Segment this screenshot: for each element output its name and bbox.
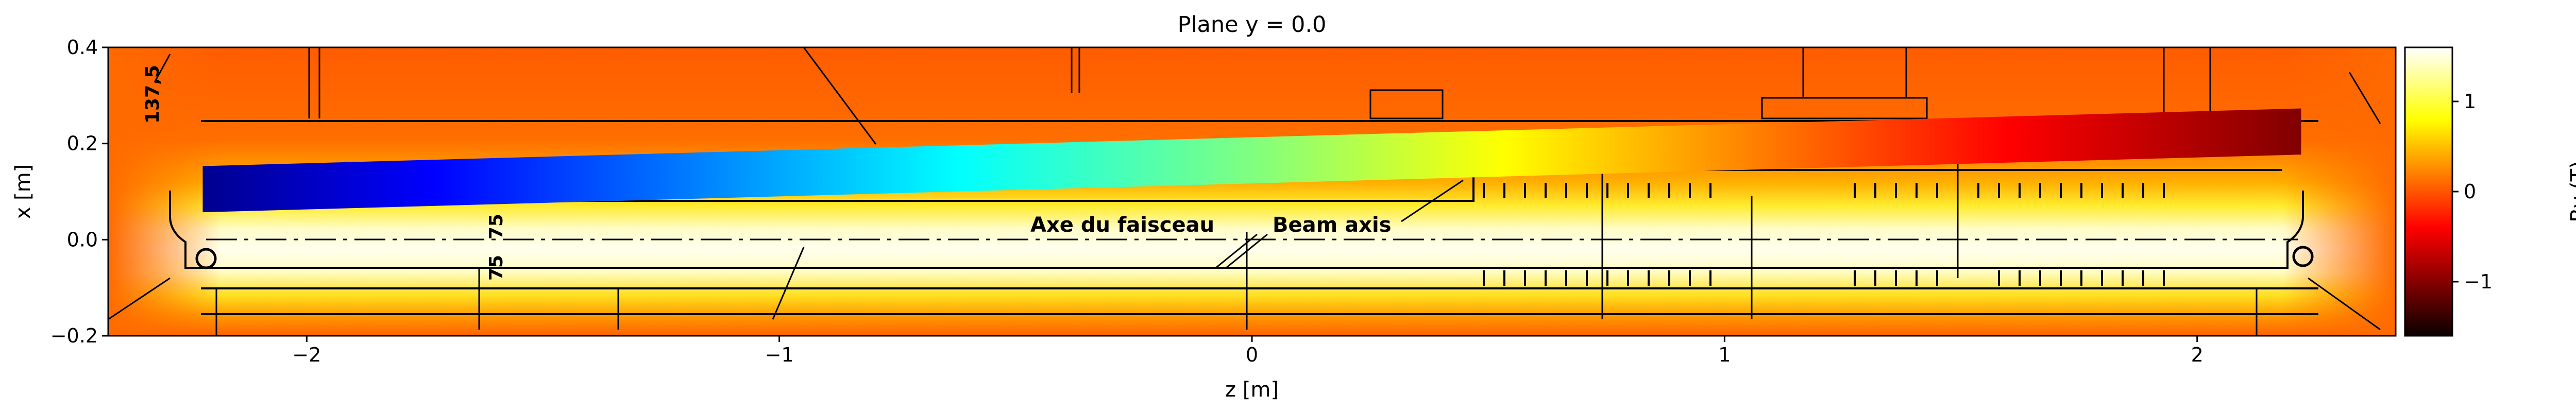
colorbar-label: By (T) (2567, 161, 2576, 222)
label-dim-75b: 75 (486, 255, 507, 281)
label-dim-75: 75 (486, 214, 507, 239)
exit-pin (2292, 246, 2314, 267)
y-axis-label: x [m] (11, 164, 35, 219)
label-beam-axis: Beam axis (1273, 213, 1392, 237)
x-axis-ticks: −2 −1 0 1 2 (292, 336, 2204, 366)
ribs-top (1483, 183, 2165, 198)
magnet-core-top (232, 169, 2282, 202)
colorbar-tick-label: 0 (2464, 180, 2476, 203)
x-tick-label: 0 (1246, 344, 1258, 366)
field-edge-right (2282, 47, 2396, 336)
leader-beam (1226, 233, 1268, 269)
colorbar-tick-label: 1 (2464, 90, 2476, 113)
y-tick-label: −0.2 (50, 324, 98, 347)
y-tick-label: 0.2 (67, 132, 98, 155)
entry-pin (195, 248, 217, 269)
x-axis-label: z [m] (1225, 378, 1279, 402)
plot-area: Axe du faisceau Beam axis 137,5 75 75 (108, 47, 2396, 336)
drawing-text: Axe du faisceau Beam axis 137,5 75 75 (142, 65, 1392, 281)
colorbar: −1 0 1 By (T) (2404, 46, 2576, 337)
colorbar-tick-label: −1 (2464, 270, 2493, 293)
y-tick-label: 0.0 (67, 228, 98, 251)
x-tick-label: −2 (292, 344, 321, 366)
y-axis-ticks: −0.2 0.0 0.2 0.4 (50, 36, 108, 347)
x-tick-label: −1 (765, 344, 794, 366)
y-tick-label: 0.4 (67, 36, 98, 59)
x-tick-label: 2 (2191, 344, 2204, 366)
label-dim-137: 137,5 (142, 65, 163, 124)
leader-axe (1215, 233, 1258, 269)
label-axe-du-faisceau: Axe du faisceau (1030, 213, 1214, 237)
x-tick-label: 1 (1718, 344, 1731, 366)
beam-trajectory-band (202, 108, 2301, 213)
ribs-bottom (1483, 270, 2165, 286)
colorbar-gradient (2404, 46, 2453, 337)
drawing-details (108, 47, 2381, 335)
chart-title: Plane y = 0.0 (1178, 12, 1327, 38)
colorbar-ticks: −1 0 1 (2452, 90, 2493, 293)
